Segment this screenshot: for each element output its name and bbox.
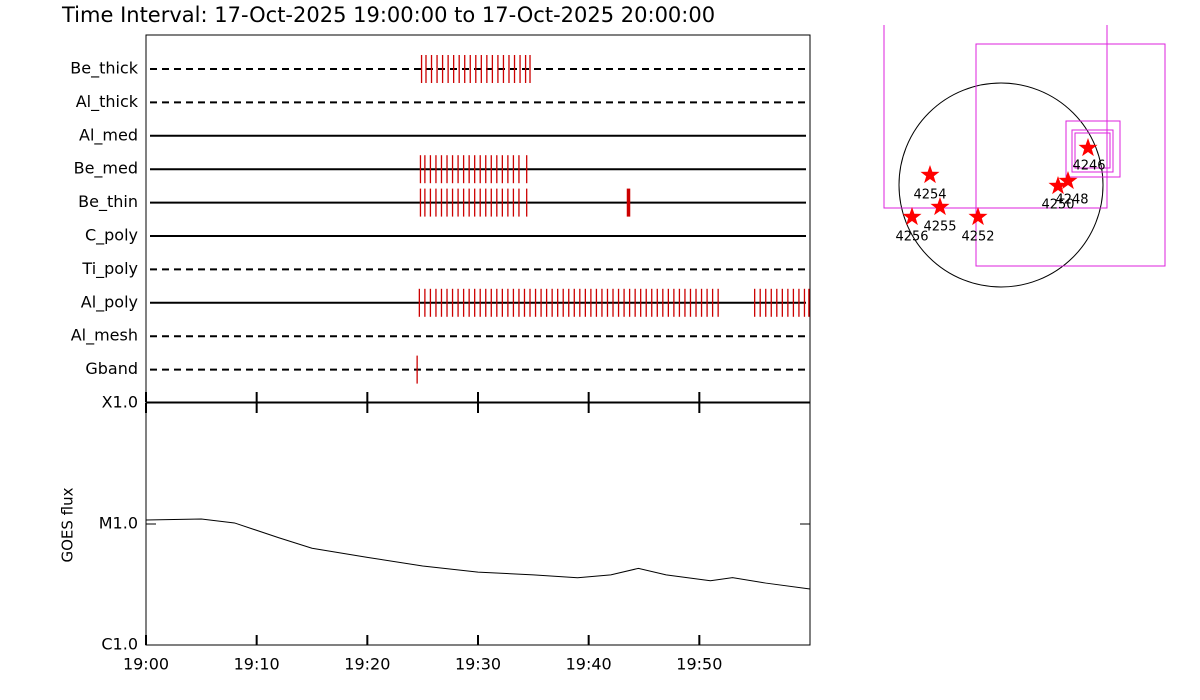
x-tick-label: 19:50 bbox=[676, 655, 722, 674]
filter-label: Al_thick bbox=[76, 92, 139, 112]
x-tick-label: 19:00 bbox=[123, 655, 169, 674]
region-label: 4254 bbox=[913, 188, 946, 203]
region-label: 4246 bbox=[1072, 159, 1105, 174]
filter-label: Al_mesh bbox=[71, 326, 138, 346]
filter-label: Al_med bbox=[79, 125, 138, 145]
region-label: 4250 bbox=[1041, 198, 1074, 213]
filter-label: C_poly bbox=[85, 226, 138, 246]
fov-box bbox=[975, 43, 1166, 267]
fov-box bbox=[1071, 129, 1114, 173]
fov-box bbox=[883, 25, 1108, 209]
x-tick-label: 19:20 bbox=[344, 655, 390, 674]
fov-box bbox=[1065, 120, 1121, 178]
sun-map: 4246 4254 4250 4248 4255 4256 4252 bbox=[883, 25, 1166, 288]
x-tick-label: 19:40 bbox=[566, 655, 612, 674]
region-star bbox=[968, 207, 988, 226]
solar-disk bbox=[898, 82, 1104, 288]
region-label: 4255 bbox=[923, 220, 956, 235]
y-tick-label: X1.0 bbox=[102, 393, 138, 412]
region-star bbox=[1078, 138, 1098, 157]
region-label: 4256 bbox=[895, 230, 928, 245]
timeline-frame bbox=[145, 34, 811, 403]
filter-label: Ti_poly bbox=[81, 259, 138, 279]
region-label: 4248 bbox=[1055, 193, 1088, 208]
y-tick-label: C1.0 bbox=[101, 635, 138, 654]
y-axis-label: GOES flux bbox=[59, 487, 77, 562]
filter-label: Gband bbox=[85, 359, 138, 378]
x-tick-label: 19:30 bbox=[455, 655, 501, 674]
fov-box bbox=[1074, 132, 1111, 169]
filter-label: Be_med bbox=[74, 159, 138, 179]
region-star bbox=[920, 165, 940, 184]
x-tick-label: 19:10 bbox=[234, 655, 280, 674]
region-label: 4252 bbox=[961, 230, 994, 245]
filter-label: Be_thin bbox=[78, 192, 138, 212]
filter-label: Be_thick bbox=[70, 59, 138, 79]
title: Time Interval: 17-Oct-2025 19:00:00 to 1… bbox=[61, 3, 715, 27]
goes-frame bbox=[145, 402, 811, 646]
filter-label: Al_poly bbox=[81, 292, 138, 312]
y-tick-label: M1.0 bbox=[99, 514, 138, 533]
goes-curve bbox=[145, 518, 811, 590]
region-star bbox=[902, 207, 922, 226]
